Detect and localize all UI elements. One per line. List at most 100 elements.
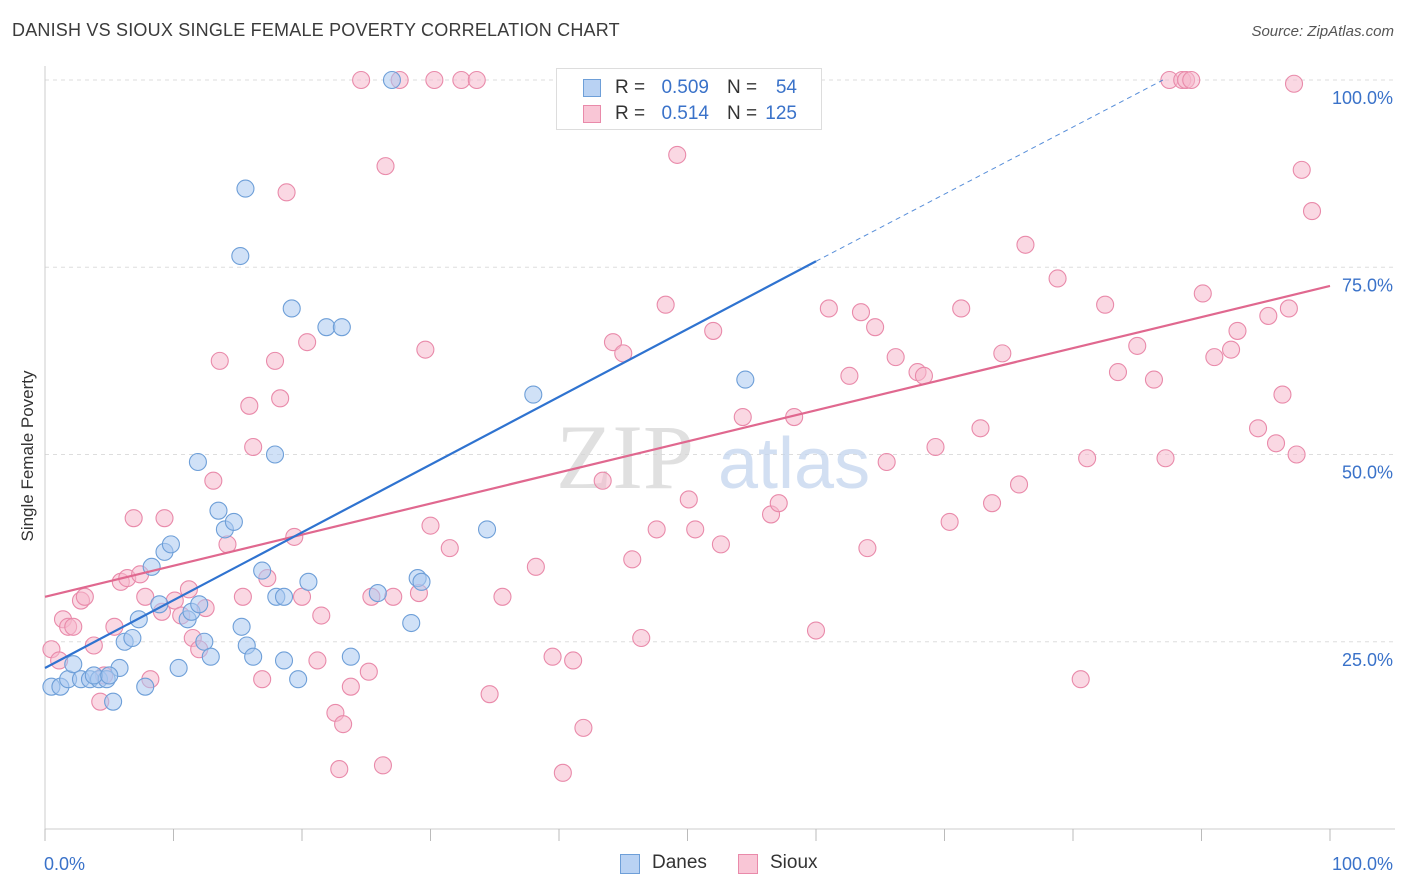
sioux-point <box>647 520 666 539</box>
sioux-point <box>240 396 259 415</box>
r-label: R = <box>615 103 646 124</box>
trend-lines <box>44 79 1331 669</box>
danes-point <box>289 670 308 689</box>
sioux-point <box>136 587 155 606</box>
tick-labels: 25.0% 50.0% 75.0% 100.0% 0.0% 100.0% <box>44 88 1393 874</box>
sioux-point <box>1144 370 1164 389</box>
sioux-point <box>733 407 752 427</box>
sioux-point <box>1266 434 1286 453</box>
sioux-point <box>233 587 252 606</box>
danes-point <box>224 512 243 531</box>
sioux-point <box>421 516 440 535</box>
watermark: ZIP atlas <box>556 406 870 508</box>
sioux-trend-line <box>44 284 1331 598</box>
sioux-point <box>1009 475 1029 494</box>
sioux-point <box>851 303 871 322</box>
sioux-point <box>1096 295 1115 314</box>
sioux-point <box>952 299 971 318</box>
sioux-point <box>926 437 945 457</box>
danes-point <box>209 501 228 520</box>
sioux-point <box>253 670 272 689</box>
sioux-point <box>384 587 403 606</box>
sioux-point <box>1259 306 1278 325</box>
sioux-point <box>769 494 788 513</box>
danes-point <box>274 587 294 606</box>
sioux-point <box>656 295 675 314</box>
n-value: 54 <box>775 77 797 98</box>
sioux-point <box>210 351 229 370</box>
y-axis-label: Single Female Poverty <box>18 370 37 542</box>
danes-point <box>402 613 421 633</box>
y-tick-label: 100.0% <box>1332 88 1393 108</box>
sioux-point <box>277 183 296 202</box>
sioux-point <box>806 621 826 640</box>
chart-title: DANISH VS SIOUX SINGLE FEMALE POVERTY CO… <box>12 20 620 40</box>
sioux-point <box>292 587 312 606</box>
x-tick-label: 0.0% <box>44 854 85 874</box>
sioux-point <box>271 389 290 408</box>
danes-point <box>341 647 360 666</box>
danes-point <box>253 561 272 580</box>
sioux-point <box>373 756 393 775</box>
sioux-point <box>452 70 471 90</box>
sioux-point <box>704 321 723 340</box>
danes-trend-line <box>44 260 817 669</box>
sioux-point <box>1108 363 1128 382</box>
danes-point <box>274 651 294 670</box>
sioux-point <box>526 557 545 576</box>
sioux-point <box>334 715 353 734</box>
danes-point <box>477 520 497 539</box>
sioux-point <box>359 662 378 681</box>
axes <box>44 66 1395 841</box>
danes-legend-swatch <box>620 854 640 874</box>
danes-point <box>299 572 318 591</box>
sioux-point <box>1228 321 1247 340</box>
n-label: N = <box>727 77 758 98</box>
danes-swatch <box>583 79 601 97</box>
danes-point <box>368 584 387 603</box>
y-tick-label: 75.0% <box>1342 275 1393 295</box>
sioux-point <box>553 763 572 782</box>
sioux-point <box>679 490 698 509</box>
sioux-point <box>866 318 885 337</box>
sioux-point <box>1128 336 1147 355</box>
sioux-point <box>1048 269 1067 288</box>
sioux-point <box>982 494 1002 513</box>
sioux-legend-label: Sioux <box>770 852 818 873</box>
sioux-point <box>940 512 959 531</box>
r-value: 0.509 <box>661 77 709 98</box>
sioux-point <box>632 628 651 648</box>
sioux-point <box>308 651 327 670</box>
sioux-point <box>330 760 349 779</box>
sioux-point <box>341 677 360 696</box>
danes-point <box>104 692 123 711</box>
y-tick-label: 25.0% <box>1342 650 1393 670</box>
sioux-point <box>1287 445 1306 464</box>
sioux-point <box>886 348 905 367</box>
r-value: 0.514 <box>661 103 709 124</box>
sioux-point <box>1156 449 1175 468</box>
n-value: 125 <box>765 103 797 124</box>
sioux-point <box>840 366 859 385</box>
sioux-point <box>858 539 877 558</box>
sioux-point <box>1284 74 1304 93</box>
sioux-point <box>574 718 593 737</box>
sioux-point <box>993 344 1012 363</box>
danes-point <box>244 647 263 666</box>
sioux-point <box>376 157 395 176</box>
sioux-point <box>1016 235 1035 254</box>
sioux-point <box>155 509 174 528</box>
danes-point <box>317 318 336 337</box>
sioux-point <box>440 539 459 558</box>
legend-row-danes: R = 0.509 N = 54 <box>557 75 821 101</box>
sioux-point <box>686 520 705 539</box>
sioux-point <box>877 452 896 472</box>
danes-point <box>188 452 207 472</box>
watermark-atlas: atlas <box>718 424 870 504</box>
sioux-point <box>124 509 143 528</box>
sioux-point <box>204 471 223 490</box>
danes-point <box>123 628 142 648</box>
sioux-point <box>312 606 331 625</box>
danes-trend-extension <box>815 79 1164 262</box>
